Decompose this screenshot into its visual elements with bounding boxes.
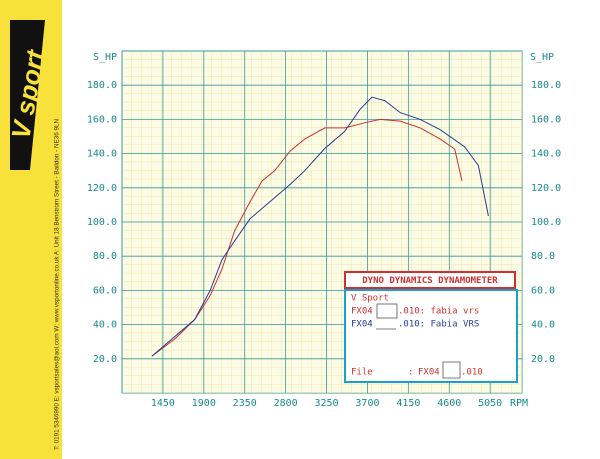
y-tick-label-right: 120.0 [531,183,561,194]
y-tick-label: 80.0 [93,251,117,262]
y-tick-label-right: 100.0 [531,217,561,228]
x-tick-label: 1900 [192,398,216,409]
file-suffix: .010 [461,368,483,378]
file-label: File [351,368,373,378]
y-tick-label: 20.0 [93,354,117,365]
y-tick-label: 100.0 [87,217,117,228]
y-tick-label: 140.0 [87,149,117,160]
y-tick-label-right: 180.0 [531,80,561,91]
x-tick-label: 2800 [274,398,298,409]
y-tick-label: 40.0 [93,320,117,331]
x-axis-label: RPM [510,398,528,409]
panel-customer: V Sport [351,294,389,304]
y-tick-label: 120.0 [87,183,117,194]
y-tick-label: 160.0 [87,114,117,125]
contact-text: T: 0191 5346990 E: vsportsales@aol.com W… [54,118,61,450]
run-prefix: FX04 [351,307,373,317]
panel-box [344,289,518,383]
x-tick-label: 4600 [437,398,461,409]
y-tick-label-right: 40.0 [531,320,555,331]
run-prefix: FX04 [351,320,373,330]
x-tick-label: 3700 [355,398,379,409]
x-tick-label: 3250 [314,398,338,409]
y-axis-label-right: S_HP [530,52,554,63]
x-tick-label: 2350 [233,398,257,409]
panel-title: DYNO DYNAMICS DYNAMOMETER [362,276,498,286]
y-axis-label: S_HP [93,52,117,63]
x-tick-label: 1450 [151,398,175,409]
panel-title-box [344,271,516,289]
legend-entry: .010: fabia vrs [398,307,479,317]
series-line [151,96,489,357]
file-prefix: FX04 [418,368,440,378]
y-tick-label-right: 160.0 [531,114,561,125]
file-separator: : [408,368,413,378]
y-tick-label-right: 140.0 [531,149,561,160]
y-tick-label: 60.0 [93,285,117,296]
x-tick-label: 5050 [478,398,502,409]
legend-entry: .010: Fabia VRS [398,320,479,330]
y-tick-label: 180.0 [87,80,117,91]
y-tick-label-right: 80.0 [531,251,555,262]
series-line [151,118,463,357]
x-tick-label: 4150 [396,398,420,409]
y-tick-label-right: 60.0 [531,285,555,296]
y-tick-label-right: 20.0 [531,354,555,365]
logo-shape [10,20,45,170]
